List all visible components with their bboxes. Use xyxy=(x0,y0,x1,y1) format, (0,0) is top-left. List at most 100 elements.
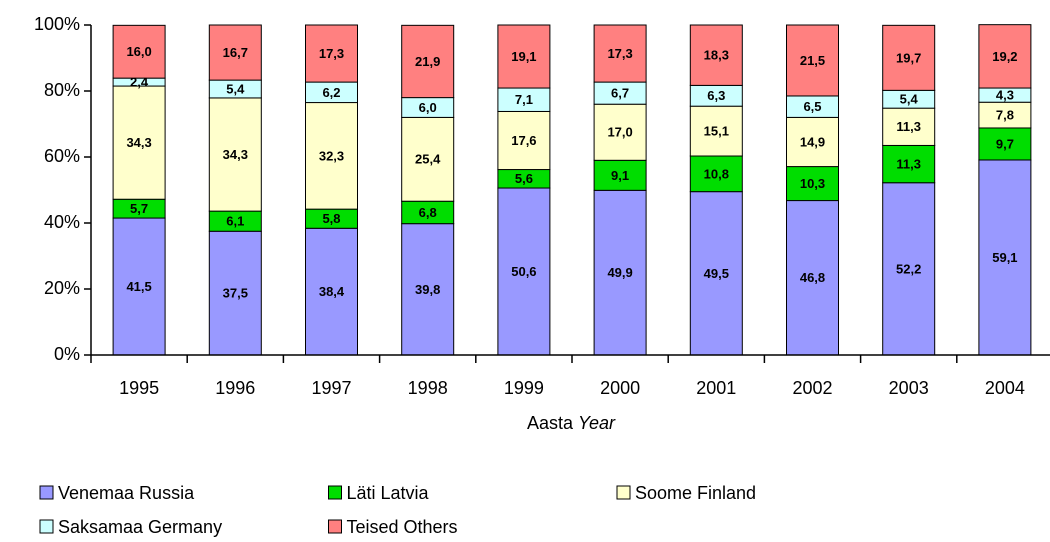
data-label: 50,6 xyxy=(511,264,536,279)
data-label: 4,3 xyxy=(996,88,1014,103)
data-label: 21,9 xyxy=(415,54,440,69)
x-tick-label: 2001 xyxy=(696,378,736,398)
data-label: 17,6 xyxy=(511,133,536,148)
legend-label: Teised Others xyxy=(347,517,458,537)
data-label: 5,7 xyxy=(130,201,148,216)
legend-swatch xyxy=(328,519,342,534)
data-label: 6,7 xyxy=(611,86,629,101)
y-tick-label: 0% xyxy=(54,344,80,364)
x-tick-label: 1995 xyxy=(119,378,159,398)
data-label: 14,9 xyxy=(800,134,825,149)
data-label: 5,8 xyxy=(322,211,340,226)
data-label: 25,4 xyxy=(415,152,441,167)
data-label: 49,5 xyxy=(704,266,729,281)
data-label: 52,2 xyxy=(896,261,921,276)
bar-segment xyxy=(112,24,166,79)
x-tick-label: 1997 xyxy=(311,378,351,398)
data-label: 7,8 xyxy=(996,108,1014,123)
bar-segment xyxy=(401,116,455,202)
data-label: 17,0 xyxy=(607,125,632,140)
bar-segment xyxy=(689,24,743,86)
bar-segment xyxy=(208,230,262,356)
data-label: 21,5 xyxy=(800,53,825,68)
bar-segment xyxy=(593,103,647,161)
data-label: 41,5 xyxy=(126,279,151,294)
bar-segment xyxy=(689,155,743,193)
y-tick-label: 60% xyxy=(44,146,80,166)
data-label: 6,5 xyxy=(803,99,821,114)
bar-segment xyxy=(305,102,358,210)
bar-segment xyxy=(882,182,936,356)
data-label: 39,8 xyxy=(415,282,440,297)
bar-segment xyxy=(786,166,839,202)
x-axis-title-en: Year xyxy=(578,413,616,433)
data-label: 34,3 xyxy=(126,135,151,150)
bar-segment xyxy=(401,223,455,356)
legend-label: Soome Finland xyxy=(635,483,756,503)
bar-segment xyxy=(593,24,647,83)
data-label: 6,2 xyxy=(322,85,340,100)
bar-segment xyxy=(882,107,936,146)
x-tick-label: 2002 xyxy=(792,378,832,398)
y-tick-label: 100% xyxy=(34,14,80,34)
data-label: 9,7 xyxy=(996,136,1014,151)
data-label: 49,9 xyxy=(607,265,632,280)
bar-segment xyxy=(112,217,166,356)
bar-segment xyxy=(593,189,647,356)
data-label: 34,3 xyxy=(223,147,248,162)
data-label: 6,1 xyxy=(226,214,244,229)
data-label: 19,7 xyxy=(896,50,921,65)
x-tick-label: 1999 xyxy=(504,378,544,398)
data-label: 9,1 xyxy=(611,168,629,183)
x-axis-title-et: Aasta xyxy=(527,413,574,433)
legend-swatch xyxy=(39,519,54,534)
data-label: 11,3 xyxy=(896,157,921,172)
data-label: 15,1 xyxy=(704,124,729,139)
data-label: 10,3 xyxy=(800,176,825,191)
bar-segment xyxy=(305,227,358,356)
legend-label: Venemaa Russia xyxy=(58,483,195,503)
y-tick-label: 20% xyxy=(44,278,80,298)
bar-segment xyxy=(882,24,936,91)
bar-segment xyxy=(978,101,1032,129)
data-label: 6,0 xyxy=(419,100,437,115)
bar-segment xyxy=(786,200,839,356)
data-label: 32,3 xyxy=(319,148,344,163)
data-label: 18,3 xyxy=(704,48,729,63)
legend-swatch xyxy=(616,485,631,500)
x-tick-label: 2004 xyxy=(985,378,1025,398)
data-label: 19,2 xyxy=(992,49,1017,64)
bar-segment xyxy=(689,105,743,157)
bar-segment xyxy=(593,159,647,191)
legend-label: Saksamaa Germany xyxy=(58,517,222,537)
x-tick-label: 2003 xyxy=(889,378,929,398)
data-label: 6,8 xyxy=(419,205,437,220)
bar-segment xyxy=(497,24,551,89)
bar-segment xyxy=(786,24,839,97)
data-label: 17,3 xyxy=(607,46,632,61)
data-label: 46,8 xyxy=(800,270,825,285)
data-label: 10,8 xyxy=(704,166,729,181)
bar-segment xyxy=(978,159,1032,356)
data-label: 16,7 xyxy=(223,45,248,60)
bar-segment xyxy=(305,24,358,83)
x-axis-title: Aasta Year xyxy=(527,413,616,433)
x-tick-label: 1996 xyxy=(215,378,255,398)
data-label: 5,6 xyxy=(515,171,533,186)
x-tick-label: 2000 xyxy=(600,378,640,398)
data-label: 6,3 xyxy=(707,88,725,103)
legend-swatch xyxy=(39,485,54,500)
x-tick-label: 1998 xyxy=(408,378,448,398)
bar-segment xyxy=(497,187,551,356)
data-label: 38,4 xyxy=(319,284,345,299)
y-tick-label: 80% xyxy=(44,80,80,100)
data-label: 37,5 xyxy=(223,286,248,301)
data-label: 17,3 xyxy=(319,46,344,61)
data-label: 16,0 xyxy=(126,44,151,59)
bar-segment xyxy=(208,24,262,81)
legend-swatch xyxy=(328,485,342,500)
data-label: 19,1 xyxy=(511,49,536,64)
bar-segment xyxy=(401,24,455,99)
data-label: 59,1 xyxy=(992,250,1017,265)
